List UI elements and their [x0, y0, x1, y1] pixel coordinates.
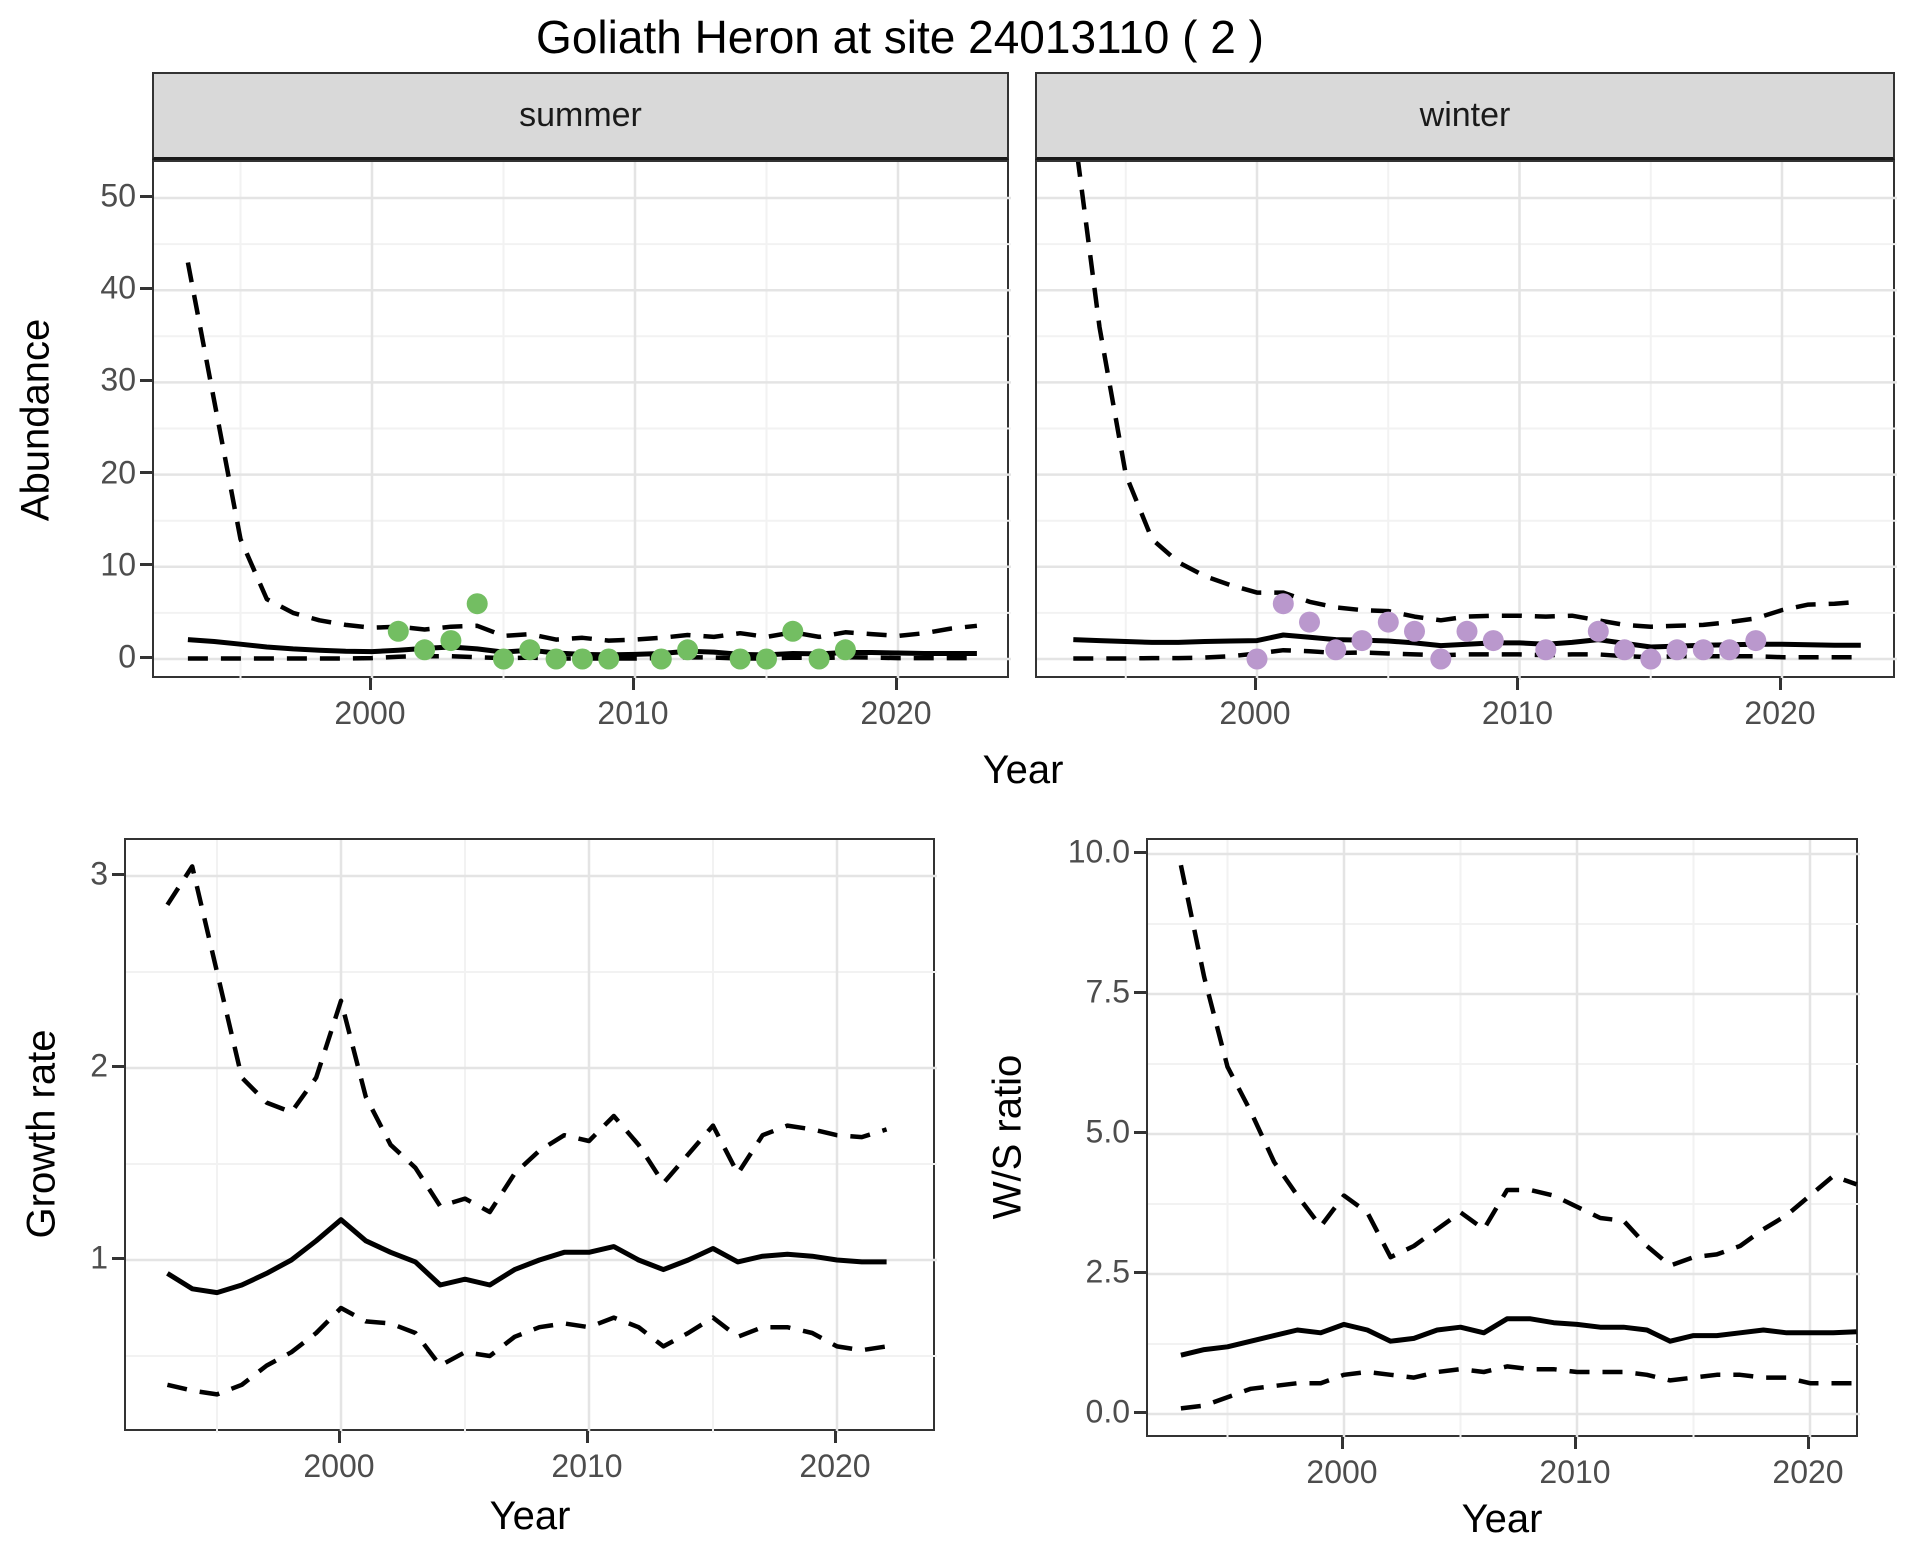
data-point — [1614, 639, 1635, 661]
data-point — [650, 648, 672, 670]
data-point — [756, 648, 777, 670]
x-tick-mark — [894, 678, 898, 690]
lower-ci-line — [1180, 1364, 1857, 1411]
data-point — [493, 648, 514, 670]
y-tick-mark — [1134, 990, 1146, 994]
data-point — [1640, 648, 1662, 670]
y-tick-mark — [1134, 1130, 1146, 1134]
mean-line — [166, 1217, 887, 1296]
data-point — [1745, 630, 1767, 652]
data-point — [1325, 639, 1347, 661]
y-tick-mark — [1134, 850, 1146, 854]
x-tick-mark — [1340, 1437, 1344, 1449]
data-point — [808, 648, 830, 670]
data-point — [1351, 630, 1373, 652]
facet-strip-summer: summer — [152, 72, 1009, 160]
lower-ci-line — [1073, 647, 1861, 661]
data-point — [1404, 620, 1425, 642]
panel-abundance-summer — [152, 160, 1011, 680]
y-tick-mark — [140, 378, 152, 382]
x-tick-mark — [1253, 678, 1257, 690]
y-tick-mark — [112, 1064, 124, 1068]
data-point — [1482, 630, 1504, 652]
data-point — [1666, 639, 1688, 661]
data-point — [440, 630, 462, 652]
x-tick-mark — [337, 1431, 341, 1443]
x-tick-mark — [1516, 678, 1519, 690]
growth-rate-plot-area — [126, 840, 937, 1433]
upper-ci-line — [185, 262, 978, 643]
upper-ci-line — [1178, 864, 1858, 1268]
data-point — [677, 639, 699, 661]
y-tick-mark — [140, 471, 152, 475]
data-point — [1299, 611, 1320, 633]
y-tick-mark — [140, 563, 152, 567]
x-tick-mark — [1573, 1437, 1577, 1449]
data-point — [1692, 639, 1714, 661]
data-point — [1456, 620, 1478, 642]
x-tick-mark — [833, 1431, 837, 1443]
data-point — [387, 620, 409, 642]
x-tick-mark — [1806, 1437, 1810, 1449]
x-tick-mark — [368, 678, 372, 690]
data-point — [1272, 593, 1294, 615]
y-tick-mark — [140, 286, 152, 290]
data-point — [1719, 639, 1740, 661]
facet-strip-winter: winter — [1035, 72, 1895, 160]
plot-title-text: Goliath Heron at site 24013110 ( 2 ) — [536, 11, 1264, 63]
y-tick-mark — [140, 655, 152, 659]
mean-line — [1180, 1316, 1857, 1358]
upper-ci-line — [1075, 162, 1861, 629]
y-tick-mark — [1134, 1270, 1146, 1274]
lower-ci-line — [166, 1305, 887, 1397]
y-tick-mark — [112, 1256, 124, 1260]
data-point — [1430, 648, 1452, 670]
data-point — [729, 648, 751, 670]
data-point — [834, 639, 856, 661]
data-point — [782, 620, 804, 642]
data-point — [545, 648, 567, 670]
data-point — [414, 639, 436, 661]
data-point — [1535, 639, 1557, 661]
x-tick-mark — [585, 1431, 589, 1443]
facet-strip-winter-label: winter — [1419, 96, 1511, 134]
y-tick-mark — [140, 194, 152, 198]
panel-growth-rate — [124, 838, 937, 1433]
data-point — [598, 648, 620, 670]
x-tick-mark — [1778, 678, 1782, 690]
x-tick-mark — [631, 678, 635, 690]
abundance-winter-plot-area — [1037, 162, 1897, 680]
ws-ratio-plot-area — [1148, 840, 1860, 1439]
panel-ws-ratio — [1146, 838, 1860, 1439]
data-point — [571, 648, 593, 670]
y-tick-mark — [1134, 1410, 1146, 1414]
data-point — [1587, 620, 1609, 642]
facet-strip-summer-label: summer — [519, 96, 642, 134]
data-point — [1377, 611, 1399, 633]
y-tick-mark — [112, 872, 124, 876]
abundance-summer-plot-area — [154, 162, 1011, 680]
data-point — [519, 639, 541, 661]
upper-ci-line — [165, 864, 888, 1215]
data-point — [466, 593, 488, 615]
data-point — [1246, 648, 1268, 670]
panel-abundance-winter — [1035, 160, 1897, 680]
